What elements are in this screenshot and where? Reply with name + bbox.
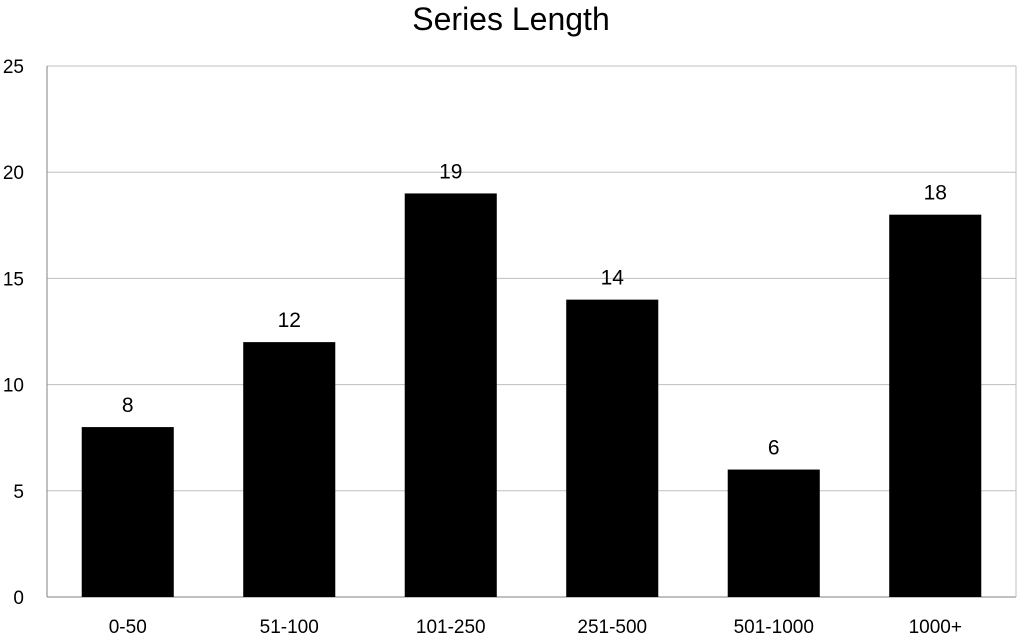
x-tick-label: 101-250 [416, 617, 486, 638]
data-label: 12 [278, 309, 301, 332]
bar [404, 193, 497, 597]
y-tick-label: 25 [3, 57, 24, 78]
bar [243, 342, 336, 597]
x-tick-label: 251-500 [577, 617, 647, 638]
x-tick-label: 51-100 [260, 617, 319, 638]
bar [727, 469, 820, 597]
tick-labels: 0 5 10 15 20 25 0-50 51-100 101-250 251-500 501-10… [3, 57, 962, 638]
y-tick-label: 20 [3, 163, 24, 184]
data-label: 6 [768, 437, 780, 460]
bar [566, 299, 659, 597]
data-label: 18 [924, 182, 947, 205]
y-tick-label: 5 [13, 482, 24, 503]
x-tick-label: 0-50 [109, 617, 147, 638]
axes [46, 66, 1017, 598]
data-labels: 8 12 19 14 6 18 [122, 160, 947, 459]
data-label: 8 [122, 394, 134, 417]
bar [889, 214, 982, 597]
bar [81, 427, 174, 597]
gridlines [47, 65, 1016, 492]
data-label: 19 [439, 160, 462, 183]
chart-title: Series Length [412, 1, 609, 37]
y-tick-label: 10 [3, 376, 24, 397]
x-tick-label: 501-1000 [734, 617, 814, 638]
bars [81, 193, 982, 597]
y-tick-label: 0 [13, 588, 24, 609]
y-tick-label: 15 [3, 269, 24, 290]
x-tick-label: 1000+ [909, 617, 962, 638]
data-label: 14 [601, 267, 625, 290]
